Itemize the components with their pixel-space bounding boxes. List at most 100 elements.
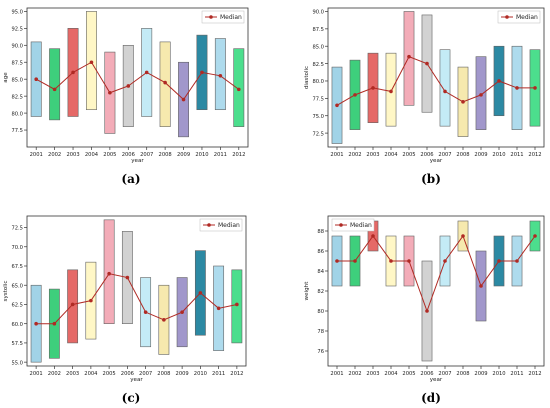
median-point-2002 bbox=[52, 87, 57, 92]
median-point-2011 bbox=[218, 74, 223, 78]
chart-panel: 77.5 80.0 82.5 85.0 87.5 90.0 92.5 95.0 2001 2002… bbox=[3, 7, 249, 186]
median-point-2010 bbox=[198, 291, 203, 295]
median-point-2012 bbox=[533, 86, 537, 90]
x-tick-label: 2012 bbox=[528, 371, 541, 377]
median-point-2011 bbox=[515, 86, 519, 90]
legend-box bbox=[201, 10, 245, 24]
y-tick-label: 78 bbox=[317, 329, 324, 335]
x-tick-label: 2001 bbox=[330, 152, 343, 158]
y-tick-label: 90.0 bbox=[312, 10, 324, 16]
y-tick-label: 57.5 bbox=[11, 341, 23, 347]
box-2007 bbox=[439, 49, 451, 127]
x-tick-label: 2005 bbox=[103, 152, 116, 158]
median-point-2010 bbox=[497, 259, 501, 263]
legend-marker bbox=[209, 15, 213, 19]
y-tick-label: 77.5 bbox=[312, 97, 324, 103]
x-tick-label: 2010 bbox=[492, 152, 505, 158]
y-tick-label: 82.5 bbox=[11, 94, 23, 100]
panel-caption: (b) bbox=[421, 172, 441, 186]
median-point-2002 bbox=[52, 321, 57, 326]
panel-caption: (d) bbox=[421, 391, 441, 405]
legend-label: Median bbox=[350, 222, 372, 229]
x-tick-label: 2004 bbox=[85, 152, 99, 158]
y-axis-label: diastolic bbox=[304, 66, 310, 89]
legend-marker bbox=[505, 15, 509, 19]
median-point-2001 bbox=[34, 77, 39, 81]
y-axis-label: systolic bbox=[3, 281, 9, 302]
x-tick-label: 2010 bbox=[492, 371, 505, 377]
median-point-2008 bbox=[461, 100, 465, 104]
median-point-2003 bbox=[70, 302, 75, 307]
legend: Median bbox=[331, 218, 375, 232]
x-tick-label: 2012 bbox=[232, 152, 245, 158]
x-tick-label: 2006 bbox=[420, 371, 433, 377]
x-tick-label: 2011 bbox=[212, 371, 225, 377]
x-tick-label: 2001 bbox=[330, 371, 343, 377]
x-tick-label: 2003 bbox=[366, 152, 379, 158]
x-tick-label: 2008 bbox=[456, 371, 469, 377]
legend-marker bbox=[207, 223, 211, 227]
x-tick-label: 2006 bbox=[420, 152, 433, 158]
median-point-2007 bbox=[443, 259, 447, 263]
legend-marker bbox=[339, 223, 343, 227]
chart-panel: 72.5 75.0 77.5 80.0 82.5 85.0 87.5 90.0 2001 2002… bbox=[304, 7, 545, 186]
median-line bbox=[35, 61, 240, 101]
plot-frame bbox=[327, 7, 545, 148]
y-tick-label: 80.0 bbox=[312, 79, 324, 85]
legend-label: Median bbox=[220, 14, 242, 21]
y-tick-label: 60.0 bbox=[11, 322, 23, 328]
median-point-2006 bbox=[126, 84, 131, 88]
x-tick-label: 2002 bbox=[48, 371, 61, 377]
y-tick-label: 80.0 bbox=[11, 111, 23, 117]
y-axis-label: weight bbox=[304, 281, 310, 301]
plot-frame bbox=[327, 215, 545, 367]
median-point-2005 bbox=[108, 90, 112, 95]
median-point-2006 bbox=[125, 275, 130, 280]
y-tick-label: 82 bbox=[317, 289, 324, 295]
y-tick-label: 65.0 bbox=[11, 283, 23, 289]
median-point-2006 bbox=[425, 61, 429, 66]
plot-frame bbox=[26, 215, 247, 367]
median-point-2002 bbox=[353, 259, 357, 263]
x-tick-label: 2004 bbox=[384, 152, 398, 158]
median-point-2011 bbox=[216, 306, 221, 311]
y-tick-label: 87.5 bbox=[11, 60, 23, 66]
chart-panel: 55.0 57.5 60.0 62.5 65.0 67.5 70.0 72.5 2001 2002… bbox=[3, 215, 247, 405]
x-tick-label: 2005 bbox=[402, 152, 415, 158]
legend: Median bbox=[201, 10, 245, 24]
median-point-2011 bbox=[515, 259, 519, 263]
x-axis-label: year bbox=[131, 158, 144, 164]
chart-panel: 76 78 80 82 84 86 88 2001 2002 2003 2004 2005 2006 20… bbox=[304, 215, 545, 405]
x-tick-label: 2008 bbox=[159, 152, 172, 158]
x-tick-label: 2007 bbox=[438, 152, 451, 158]
x-tick-label: 2009 bbox=[176, 371, 189, 377]
median-point-2009 bbox=[479, 284, 483, 288]
median-line bbox=[337, 234, 536, 313]
median-point-2001 bbox=[335, 259, 339, 263]
y-tick-label: 90.0 bbox=[11, 43, 23, 49]
median-point-2007 bbox=[144, 70, 149, 75]
y-tick-label: 55.0 bbox=[11, 360, 23, 366]
y-tick-label: 62.5 bbox=[11, 303, 23, 309]
x-tick-label: 2008 bbox=[157, 371, 170, 377]
x-tick-label: 2003 bbox=[66, 371, 79, 377]
y-tick-label: 87.5 bbox=[312, 27, 324, 33]
median-point-2010 bbox=[497, 79, 501, 83]
median-point-2012 bbox=[533, 234, 537, 238]
x-tick-label: 2010 bbox=[195, 152, 208, 158]
median-point-2009 bbox=[180, 310, 184, 314]
x-tick-label: 2003 bbox=[366, 371, 379, 377]
box-2002 bbox=[49, 48, 61, 121]
median-line bbox=[36, 273, 237, 325]
median-line bbox=[336, 56, 535, 106]
median-point-2006 bbox=[425, 309, 429, 313]
x-tick-label: 2007 bbox=[438, 371, 451, 377]
legend-box bbox=[331, 218, 375, 232]
x-tick-label: 2001 bbox=[30, 371, 43, 377]
x-tick-label: 2003 bbox=[66, 152, 79, 158]
x-tick-label: 2002 bbox=[48, 152, 61, 158]
y-tick-label: 82.5 bbox=[312, 62, 324, 68]
legend-box bbox=[199, 218, 243, 232]
median-point-2009 bbox=[181, 97, 186, 102]
x-axis-label: year bbox=[430, 158, 443, 164]
